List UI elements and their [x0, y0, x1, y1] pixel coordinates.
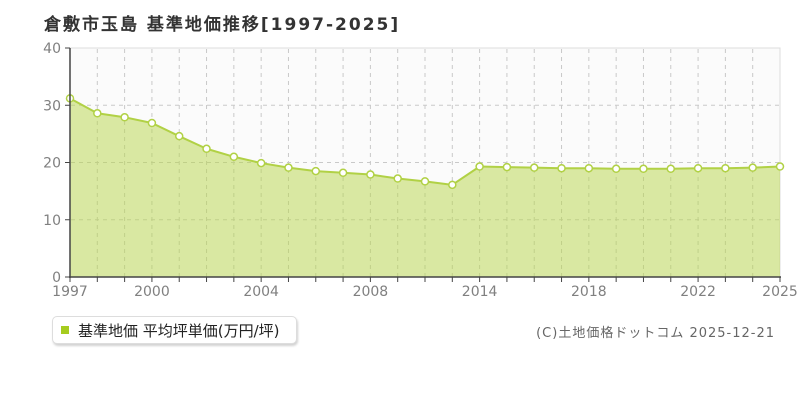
data-point-marker: [93, 109, 102, 118]
x-tick-label: 2025: [762, 284, 798, 300]
y-tick-label: 10: [43, 213, 61, 229]
data-point-marker: [420, 177, 430, 186]
area-fill: [70, 98, 780, 277]
data-point-marker: [666, 164, 676, 174]
data-point-marker: [584, 163, 594, 173]
data-point-marker: [502, 162, 512, 172]
x-tick-label: 2008: [353, 284, 389, 300]
x-tick-label: 2004: [243, 284, 279, 300]
x-tick-label: 2022: [680, 284, 716, 300]
data-point-marker: [147, 118, 157, 128]
data-point-marker: [748, 163, 757, 172]
x-tick-label: 2000: [134, 284, 170, 300]
data-point-marker: [775, 162, 785, 171]
legend-marker-icon: [61, 326, 69, 334]
x-tick-label: 2018: [571, 284, 607, 300]
data-point-marker: [311, 166, 321, 176]
data-point-marker: [120, 113, 129, 122]
legend: 基準地価 平均坪単価(万円/坪): [52, 316, 297, 344]
legend-label: 基準地価 平均坪単価(万円/坪): [78, 321, 280, 340]
data-point-marker: [475, 162, 484, 171]
data-point-marker: [284, 163, 293, 172]
x-tick-label: 1997: [52, 284, 88, 300]
data-point-marker: [721, 163, 730, 173]
copyright-text: (C)土地価格ドットコム 2025-12-21: [536, 326, 775, 341]
data-point-marker: [202, 144, 211, 154]
y-tick-label: 30: [43, 98, 61, 114]
data-point-marker: [639, 164, 648, 174]
data-point-marker: [256, 158, 266, 168]
data-point-marker: [229, 152, 239, 162]
y-tick-label: 40: [43, 41, 61, 57]
y-tick-label: 0: [52, 270, 61, 286]
data-point-marker: [366, 170, 375, 179]
chart-title: 倉敷市玉島 基準地価推移[1997-2025]: [44, 15, 401, 35]
data-point-marker: [611, 164, 621, 174]
x-tick-label: 2014: [462, 284, 498, 300]
data-point-marker: [693, 163, 703, 173]
data-point-marker: [174, 131, 184, 141]
data-point-marker: [393, 174, 402, 183]
data-point-marker: [338, 168, 348, 178]
data-point-marker: [448, 180, 457, 190]
data-point-marker: [557, 163, 566, 173]
data-point-marker: [529, 163, 539, 172]
y-tick-label: 20: [43, 156, 61, 172]
